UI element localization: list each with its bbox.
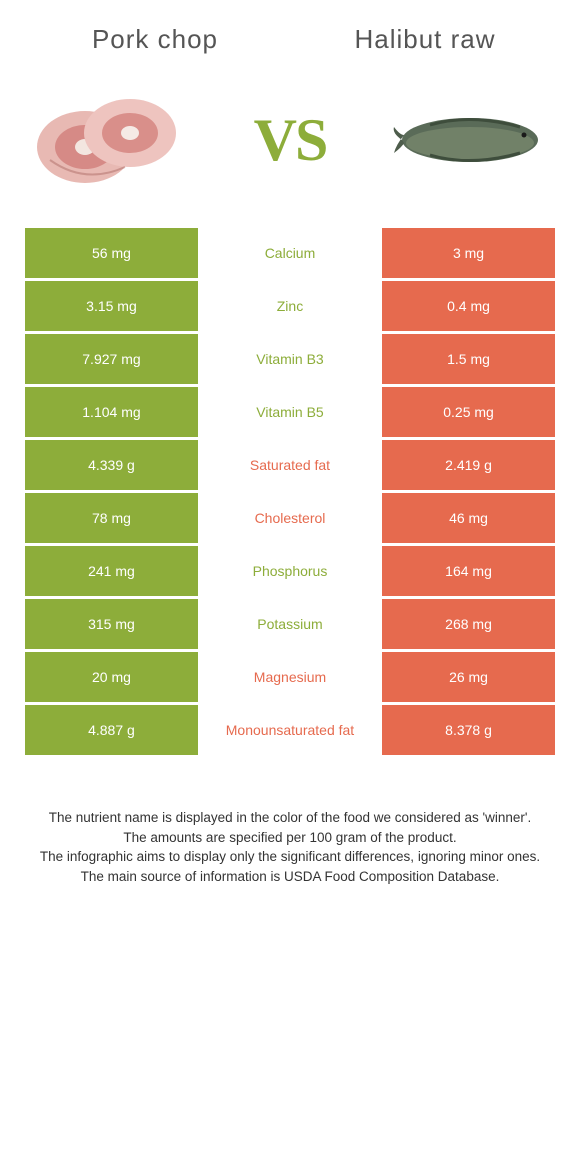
table-row: 20 mgMagnesium26 mg — [25, 652, 555, 702]
nutrient-label: Saturated fat — [201, 440, 379, 490]
value-left: 4.339 g — [25, 440, 198, 490]
nutrient-label: Zinc — [201, 281, 379, 331]
header: Pork chop Halibut raw — [0, 0, 580, 65]
value-left: 20 mg — [25, 652, 198, 702]
table-row: 3.15 mgZinc0.4 mg — [25, 281, 555, 331]
value-left: 315 mg — [25, 599, 198, 649]
value-left: 7.927 mg — [25, 334, 198, 384]
table-row: 7.927 mgVitamin B31.5 mg — [25, 334, 555, 384]
value-left: 56 mg — [25, 228, 198, 278]
table-row: 4.339 gSaturated fat2.419 g — [25, 440, 555, 490]
pork-chop-icon — [30, 85, 190, 195]
table-row: 56 mgCalcium3 mg — [25, 228, 555, 278]
food-b-title: Halibut raw — [304, 24, 547, 55]
vs-label: VS — [254, 106, 327, 175]
value-right: 46 mg — [382, 493, 555, 543]
table-row: 241 mgPhosphorus164 mg — [25, 546, 555, 596]
table-row: 315 mgPotassium268 mg — [25, 599, 555, 649]
footer-line: The amounts are specified per 100 gram o… — [34, 828, 546, 848]
value-right: 0.25 mg — [382, 387, 555, 437]
table-row: 4.887 gMonounsaturated fat8.378 g — [25, 705, 555, 755]
table-row: 1.104 mgVitamin B50.25 mg — [25, 387, 555, 437]
nutrient-label: Potassium — [201, 599, 379, 649]
value-left: 78 mg — [25, 493, 198, 543]
nutrient-label: Calcium — [201, 228, 379, 278]
vs-row: VS — [0, 65, 580, 225]
value-right: 268 mg — [382, 599, 555, 649]
table-row: 78 mgCholesterol46 mg — [25, 493, 555, 543]
footer-line: The infographic aims to display only the… — [34, 847, 546, 867]
nutrient-label: Vitamin B5 — [201, 387, 379, 437]
nutrient-label: Phosphorus — [201, 546, 379, 596]
nutrition-table: 56 mgCalcium3 mg3.15 mgZinc0.4 mg7.927 m… — [0, 225, 580, 758]
value-right: 3 mg — [382, 228, 555, 278]
footer-notes: The nutrient name is displayed in the co… — [0, 758, 580, 886]
value-right: 0.4 mg — [382, 281, 555, 331]
footer-line: The main source of information is USDA F… — [34, 867, 546, 887]
value-right: 164 mg — [382, 546, 555, 596]
value-left: 3.15 mg — [25, 281, 198, 331]
halibut-icon — [390, 85, 550, 195]
nutrient-label: Monounsaturated fat — [201, 705, 379, 755]
value-right: 2.419 g — [382, 440, 555, 490]
value-right: 1.5 mg — [382, 334, 555, 384]
value-right: 26 mg — [382, 652, 555, 702]
value-right: 8.378 g — [382, 705, 555, 755]
nutrient-label: Cholesterol — [201, 493, 379, 543]
value-left: 1.104 mg — [25, 387, 198, 437]
footer-line: The nutrient name is displayed in the co… — [34, 808, 546, 828]
nutrient-label: Vitamin B3 — [201, 334, 379, 384]
food-a-title: Pork chop — [34, 24, 277, 55]
value-left: 241 mg — [25, 546, 198, 596]
nutrient-label: Magnesium — [201, 652, 379, 702]
value-left: 4.887 g — [25, 705, 198, 755]
